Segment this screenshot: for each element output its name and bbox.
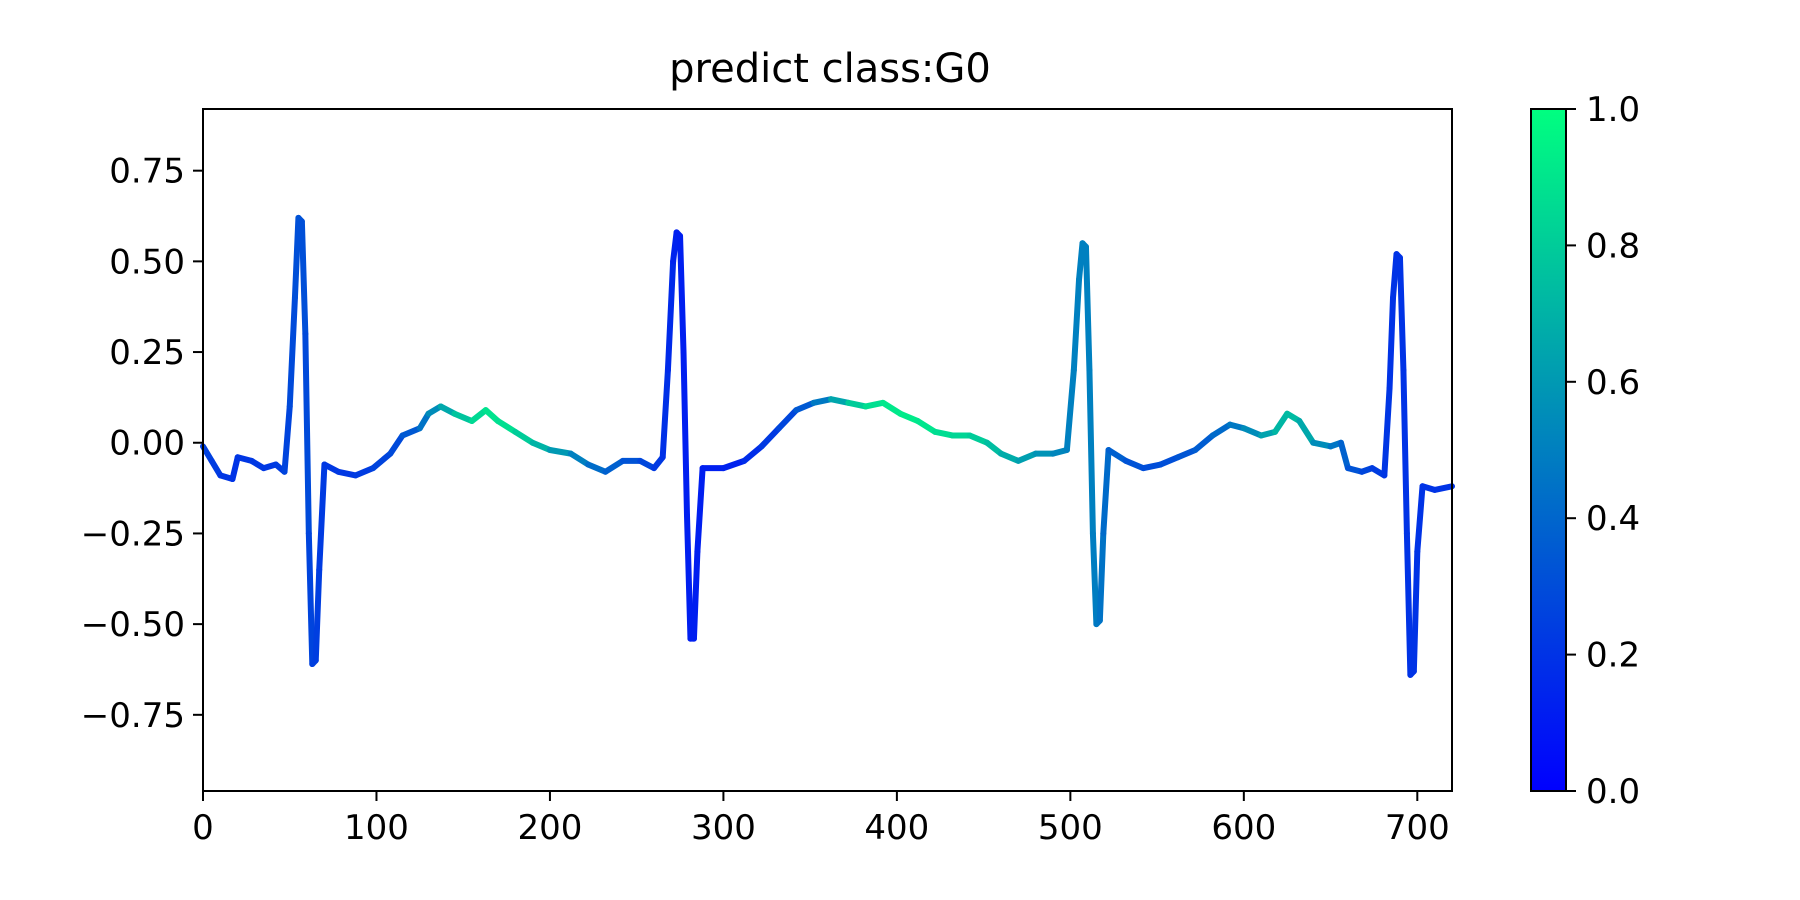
series-segment [529, 439, 553, 453]
y-tick-label: −0.25 [81, 514, 185, 554]
y-tick-label: 0.50 [109, 242, 185, 282]
series-segment [1100, 447, 1112, 537]
x-tick-label: 400 [864, 808, 929, 848]
series-segment [1096, 530, 1107, 624]
y-tick-label: 0.25 [109, 333, 185, 373]
series-segment [316, 461, 328, 573]
series-segment [281, 403, 293, 475]
series-segment [659, 367, 671, 461]
series-segment [683, 512, 694, 642]
series-segment [298, 218, 309, 337]
series-segment [305, 530, 316, 668]
series-segment [1082, 243, 1093, 374]
series-segment [286, 294, 298, 410]
series-segment [694, 465, 706, 555]
series-segment [1431, 483, 1455, 493]
series-segment [720, 457, 748, 472]
plot-frame [202, 108, 1453, 792]
series-segment [1076, 240, 1086, 283]
series-segment [399, 425, 423, 439]
colorbar [1530, 108, 1567, 792]
series-segment [775, 407, 800, 432]
x-tick-label: 500 [1038, 808, 1103, 848]
colorbar-tick-label: 1.0 [1586, 90, 1640, 130]
series-segment [312, 566, 323, 664]
series-segment [1089, 530, 1100, 628]
series-segment [914, 417, 939, 435]
series-segment [1192, 432, 1216, 453]
series-segment [680, 349, 690, 519]
colorbar-tick-label: 0.4 [1586, 499, 1640, 539]
series-segment [741, 443, 765, 464]
series-segment [1240, 425, 1265, 439]
plot-area [200, 214, 1455, 678]
x-tick-label: 300 [691, 808, 756, 848]
colorbar-axis: 0.0 0.2 0.4 0.6 0.8 1.0 [1566, 90, 1640, 812]
series-segment [451, 410, 475, 424]
series-segment [229, 454, 241, 483]
series-segment [1403, 530, 1414, 678]
series-segment [1414, 483, 1426, 555]
series-segment [352, 465, 376, 479]
chart-title: predict class:G0 [669, 46, 991, 92]
series-segment [1400, 367, 1410, 537]
series-segment [1015, 450, 1039, 464]
series-segment [1086, 367, 1096, 537]
series-segment [690, 548, 701, 642]
series-segment [546, 447, 574, 457]
y-tick-label: 0.00 [109, 424, 185, 464]
y-axis: 0.75 0.50 0.25 0.00 −0.25 −0.50 −0.75 [81, 152, 203, 736]
series-segment [966, 432, 991, 446]
series-segment [758, 425, 782, 450]
y-tick-label: 0.75 [109, 152, 185, 192]
series-segment [602, 457, 626, 475]
x-tick-label: 0 [192, 808, 214, 848]
series-segment [997, 450, 1022, 464]
series-segment [585, 461, 609, 475]
x-tick-label: 100 [344, 808, 409, 848]
series-segment [880, 399, 904, 417]
series-segment [1296, 417, 1317, 446]
series-segment [1105, 447, 1129, 464]
series-segment [1410, 548, 1421, 675]
series-segment [291, 214, 302, 301]
y-tick-label: −0.75 [81, 696, 185, 736]
series-segment [387, 432, 406, 457]
series-segment [1390, 251, 1400, 301]
series-segment [567, 450, 592, 468]
series-segment [1272, 410, 1291, 435]
colorbar-tick-label: 0.2 [1586, 636, 1640, 676]
series-segment [1070, 276, 1083, 374]
series-segment [793, 399, 817, 414]
colorbar-tick-label: 0.6 [1586, 363, 1640, 403]
colorbar-tick-label: 0.8 [1586, 226, 1640, 266]
series-segment [897, 410, 921, 424]
x-tick-label: 700 [1385, 808, 1450, 848]
series-segment [1337, 439, 1351, 472]
series-segment [670, 229, 680, 265]
series-segment [494, 417, 519, 435]
series-segment [1396, 254, 1407, 374]
x-tick-label: 200 [517, 808, 582, 848]
series-segment [1381, 385, 1393, 479]
x-tick-label: 600 [1211, 808, 1276, 848]
series-segment [664, 258, 677, 374]
series-segment [1122, 457, 1147, 472]
series-segment [370, 450, 394, 472]
series-segment [1157, 454, 1181, 468]
series-segment [1209, 421, 1233, 439]
y-tick-label: −0.50 [81, 605, 185, 645]
series-segment [1174, 447, 1199, 461]
series-segment [302, 330, 312, 537]
series-segment [1063, 367, 1077, 453]
series-segment [1386, 294, 1397, 392]
series-segment [677, 232, 687, 356]
series-segment [512, 428, 536, 446]
x-axis: 0 100 200 300 400 500 600 700 [192, 791, 1450, 848]
colorbar-tick-label: 0.0 [1586, 772, 1640, 812]
